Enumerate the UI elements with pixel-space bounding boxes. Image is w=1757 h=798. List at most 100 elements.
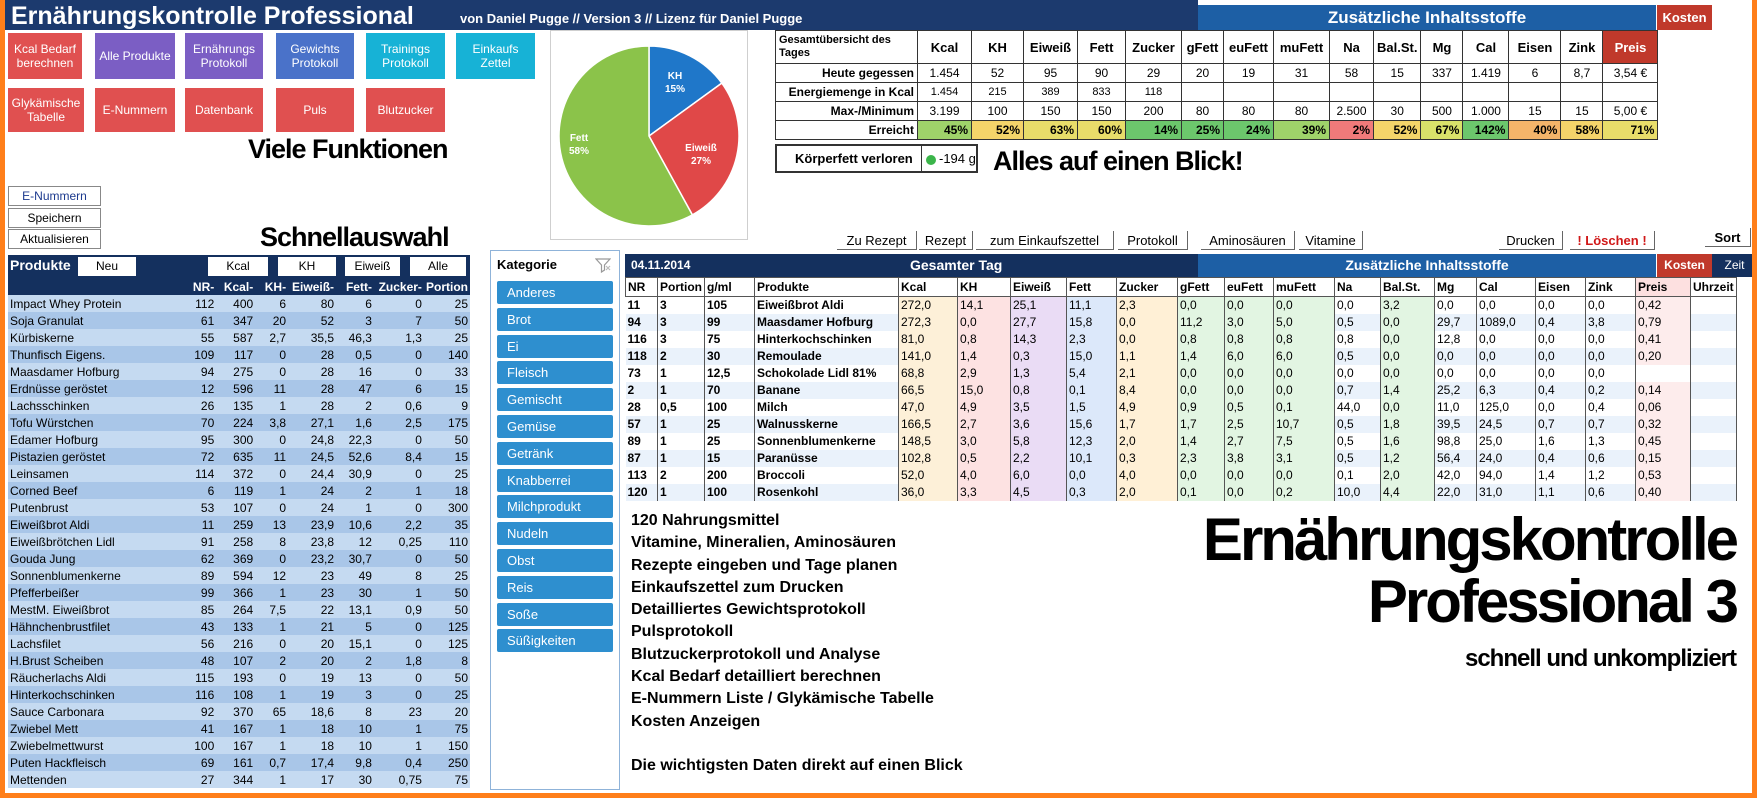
table-row[interactable]: MestM. Eiweißbrot 85 264 7,5 22 13,1 0,9 50 bbox=[8, 601, 470, 618]
protokoll-button[interactable]: Protokoll bbox=[1118, 231, 1188, 250]
column-header[interactable]: Mg bbox=[1434, 277, 1477, 297]
column-header[interactable]: Cal bbox=[1476, 277, 1536, 297]
column-header[interactable]: KH- bbox=[255, 278, 289, 295]
column-header[interactable]: Uhrzeit bbox=[1690, 277, 1737, 297]
table-row[interactable]: Zwiebel Mett 41 167 1 18 10 1 75 bbox=[8, 720, 470, 737]
table-row[interactable]: Pfefferbeißer 99 366 1 23 30 1 50 bbox=[8, 584, 470, 601]
kategorie-9[interactable]: Nudeln bbox=[497, 522, 613, 546]
table-row[interactable]: 120 1 100 Rosenkohl 36,0 3,3 4,5 0,3 2,0 0,1 0,0 0,… bbox=[625, 483, 1737, 501]
table-row[interactable]: 28 0,5 100 Milch 47,0 4,9 3,5 1,5 4,9 0,9 0,5 0,1 44… bbox=[625, 398, 1737, 416]
puls-button[interactable]: Puls bbox=[276, 88, 354, 132]
table-row[interactable]: Sonnenblumenkerne 89 594 12 23 49 8 25 bbox=[8, 567, 470, 584]
table-row[interactable]: Kürbiskerne 55 587 2,7 35,5 46,3 1,3 25 bbox=[8, 329, 470, 346]
rezept-button[interactable]: Rezept bbox=[919, 231, 973, 250]
column-header[interactable]: KH bbox=[957, 277, 1011, 297]
table-row[interactable]: 89 1 25 Sonnenblumenkerne 148,5 3,0 5,8 12,3 2,0… bbox=[625, 432, 1737, 450]
kategorie-12[interactable]: Soße bbox=[497, 602, 613, 626]
kategorie-3[interactable]: Fleisch bbox=[497, 361, 613, 385]
kategorie-10[interactable]: Obst bbox=[497, 549, 613, 572]
column-header[interactable]: Kcal bbox=[898, 277, 958, 297]
gewichts-protokoll-button[interactable]: Gewichts Protokoll bbox=[276, 33, 354, 79]
table-row[interactable]: Leinsamen 114 372 0 24,4 30,9 0 25 bbox=[8, 465, 470, 482]
table-row[interactable]: Sauce Carbonara 92 370 65 18,6 8 23 20 bbox=[8, 703, 470, 720]
column-header[interactable]: Portion bbox=[657, 277, 705, 297]
column-header[interactable]: NR bbox=[625, 277, 658, 297]
table-row[interactable]: Putenbrust 53 107 0 24 1 0 300 bbox=[8, 499, 470, 516]
kategorie-11[interactable]: Reis bbox=[497, 575, 613, 599]
sort-eiweiss-button[interactable]: Eiweiß bbox=[345, 257, 400, 276]
table-row[interactable]: 73 1 12,5 Schokolade Lidl 81% 68,8 2,9 1,3 5,4 2… bbox=[625, 364, 1737, 382]
datenbank-button[interactable]: Datenbank bbox=[185, 88, 263, 132]
kategorie-13[interactable]: Süßigkeiten bbox=[497, 629, 613, 653]
filter-icon[interactable] bbox=[595, 257, 611, 273]
column-header[interactable]: euFett bbox=[1224, 277, 1274, 297]
neu-button[interactable]: Neu bbox=[78, 257, 136, 276]
kategorie-5[interactable]: Gemüse bbox=[497, 415, 613, 438]
aktualisieren-button[interactable]: Aktualisieren bbox=[8, 229, 101, 249]
aminosaeuren-button[interactable]: Aminosäuren bbox=[1201, 231, 1295, 250]
vitamine-button[interactable]: Vitamine bbox=[1299, 231, 1363, 250]
e-nummern-link[interactable]: E-Nummern bbox=[8, 186, 101, 206]
kategorie-1[interactable]: Brot bbox=[497, 307, 613, 331]
table-row[interactable]: Hähnchenbrustfilet 43 133 1 21 5 0 125 bbox=[8, 618, 470, 635]
sort-button[interactable]: Sort bbox=[1705, 228, 1751, 247]
table-row[interactable]: Corned Beef 6 119 1 24 2 1 18 bbox=[8, 482, 470, 499]
table-row[interactable]: Soja Granulat 61 347 20 52 3 7 50 bbox=[8, 312, 470, 329]
kategorie-0[interactable]: Anderes bbox=[497, 281, 613, 304]
table-row[interactable]: Eiweißbrötchen Lidl 91 258 8 23,8 12 0,25 110 bbox=[8, 533, 470, 550]
table-row[interactable]: Zwiebelmettwurst 100 167 1 18 10 1 150 bbox=[8, 737, 470, 754]
column-header[interactable]: Produkte bbox=[754, 277, 899, 297]
table-row[interactable]: Mettenden 27 344 1 17 30 0,75 75 bbox=[8, 771, 470, 788]
table-row[interactable]: 94 3 99 Maasdamer Hofburg 272,3 0,0 27,7 15,8 0,… bbox=[625, 313, 1737, 331]
column-header[interactable]: g/ml bbox=[704, 277, 755, 297]
column-header[interactable]: Eisen bbox=[1535, 277, 1586, 297]
sort-kcal-button[interactable]: Kcal bbox=[208, 257, 268, 276]
column-header[interactable]: Fett bbox=[1066, 277, 1117, 297]
kcal-bedarf-button[interactable]: Kcal Bedarf berechnen bbox=[8, 33, 82, 79]
alle-button[interactable]: Alle bbox=[410, 257, 466, 276]
table-row[interactable]: Gouda Jung 62 369 0 23,2 30,7 0 50 bbox=[8, 550, 470, 567]
alle-produkte-button[interactable]: Alle Produkte bbox=[95, 33, 175, 79]
column-header[interactable]: gFett bbox=[1177, 277, 1225, 297]
zum-einkaufszettel-button[interactable]: zum Einkaufszettel bbox=[976, 231, 1114, 250]
zu-rezept-button[interactable]: Zu Rezept bbox=[837, 231, 917, 250]
table-row[interactable]: Pistazien geröstet 72 635 11 24,5 52,6 8,4 15 bbox=[8, 448, 470, 465]
kategorie-4[interactable]: Gemischt bbox=[497, 388, 613, 412]
table-row[interactable]: 87 1 15 Paranüsse 102,8 0,5 2,2 10,1 0,3 2,3 3,8 3,… bbox=[625, 449, 1737, 467]
table-row[interactable]: Lachsfilet 56 216 0 20 15,1 0 125 bbox=[8, 635, 470, 652]
trainings-protokoll-button[interactable]: Trainings Protokoll bbox=[366, 33, 445, 79]
table-row[interactable]: Lachsschinken 26 135 1 28 2 0,6 9 bbox=[8, 397, 470, 414]
column-header[interactable]: Eiweiß- bbox=[288, 278, 337, 295]
column-header[interactable]: Eiweiß bbox=[1010, 277, 1067, 297]
speichern-button[interactable]: Speichern bbox=[8, 208, 101, 228]
table-row[interactable]: H.Brust Scheiben 48 107 2 20 2 1,8 8 bbox=[8, 652, 470, 669]
column-header[interactable]: Na bbox=[1334, 277, 1381, 297]
kategorie-7[interactable]: Knabberrei bbox=[497, 468, 613, 492]
table-row[interactable]: Eiweißbrot Aldi 11 259 13 23,9 10,6 2,2 35 bbox=[8, 516, 470, 533]
table-row[interactable]: Puten Hackfleisch 69 161 0,7 17,4 9,8 0,4 250 bbox=[8, 754, 470, 771]
column-header[interactable]: Bal.St. bbox=[1380, 277, 1435, 297]
column-header[interactable]: Fett- bbox=[336, 278, 374, 295]
column-header[interactable]: muFett bbox=[1273, 277, 1335, 297]
table-row[interactable]: Hinterkochschinken 116 108 1 19 3 0 25 bbox=[8, 686, 470, 703]
column-header[interactable]: Preis bbox=[1635, 277, 1691, 297]
drucken-button[interactable]: Drucken bbox=[1499, 231, 1563, 250]
einkaufs-zettel-button[interactable]: Einkaufs Zettel bbox=[456, 33, 535, 79]
table-row[interactable]: 57 1 25 Walnusskerne 166,5 2,7 3,6 15,6 1,7 1,7 2,… bbox=[625, 415, 1737, 433]
table-row[interactable]: Edamer Hofburg 95 300 0 24,8 22,3 0 50 bbox=[8, 431, 470, 448]
column-header[interactable]: Portion bbox=[423, 278, 470, 295]
table-row[interactable]: 116 3 75 Hinterkochschinken 81,0 0,8 14,3 2,3 0,… bbox=[625, 330, 1737, 348]
blutzucker-button[interactable]: Blutzucker bbox=[366, 88, 445, 132]
table-row[interactable]: 11 3 105 Eiweißbrot Aldi 272,0 14,1 25,1 11,1 2,… bbox=[625, 296, 1737, 314]
table-row[interactable]: 118 2 30 Remoulade 141,0 1,4 0,3 15,0 1,1 1,4 6,0 6… bbox=[625, 347, 1737, 365]
table-row[interactable]: Thunfisch Eigens. 109 117 0 28 0,5 0 140 bbox=[8, 346, 470, 363]
sort-kh-button[interactable]: KH bbox=[278, 257, 336, 276]
table-row[interactable]: Maasdamer Hofburg 94 275 0 28 16 0 33 bbox=[8, 363, 470, 380]
kategorie-6[interactable]: Getränk bbox=[497, 441, 613, 465]
column-header[interactable]: NR- bbox=[183, 278, 217, 295]
kategorie-2[interactable]: Ei bbox=[497, 334, 613, 358]
table-row[interactable]: 2 1 70 Banane 66,5 15,0 0,8 0,1 8,4 0,0 0,0 0,0 0,7 1… bbox=[625, 381, 1737, 399]
column-header[interactable]: Zucker- bbox=[373, 278, 424, 295]
table-row[interactable]: Räucherlachs Aldi 115 193 0 19 13 0 50 bbox=[8, 669, 470, 686]
loeschen-button[interactable]: ! Löschen ! bbox=[1570, 231, 1655, 250]
